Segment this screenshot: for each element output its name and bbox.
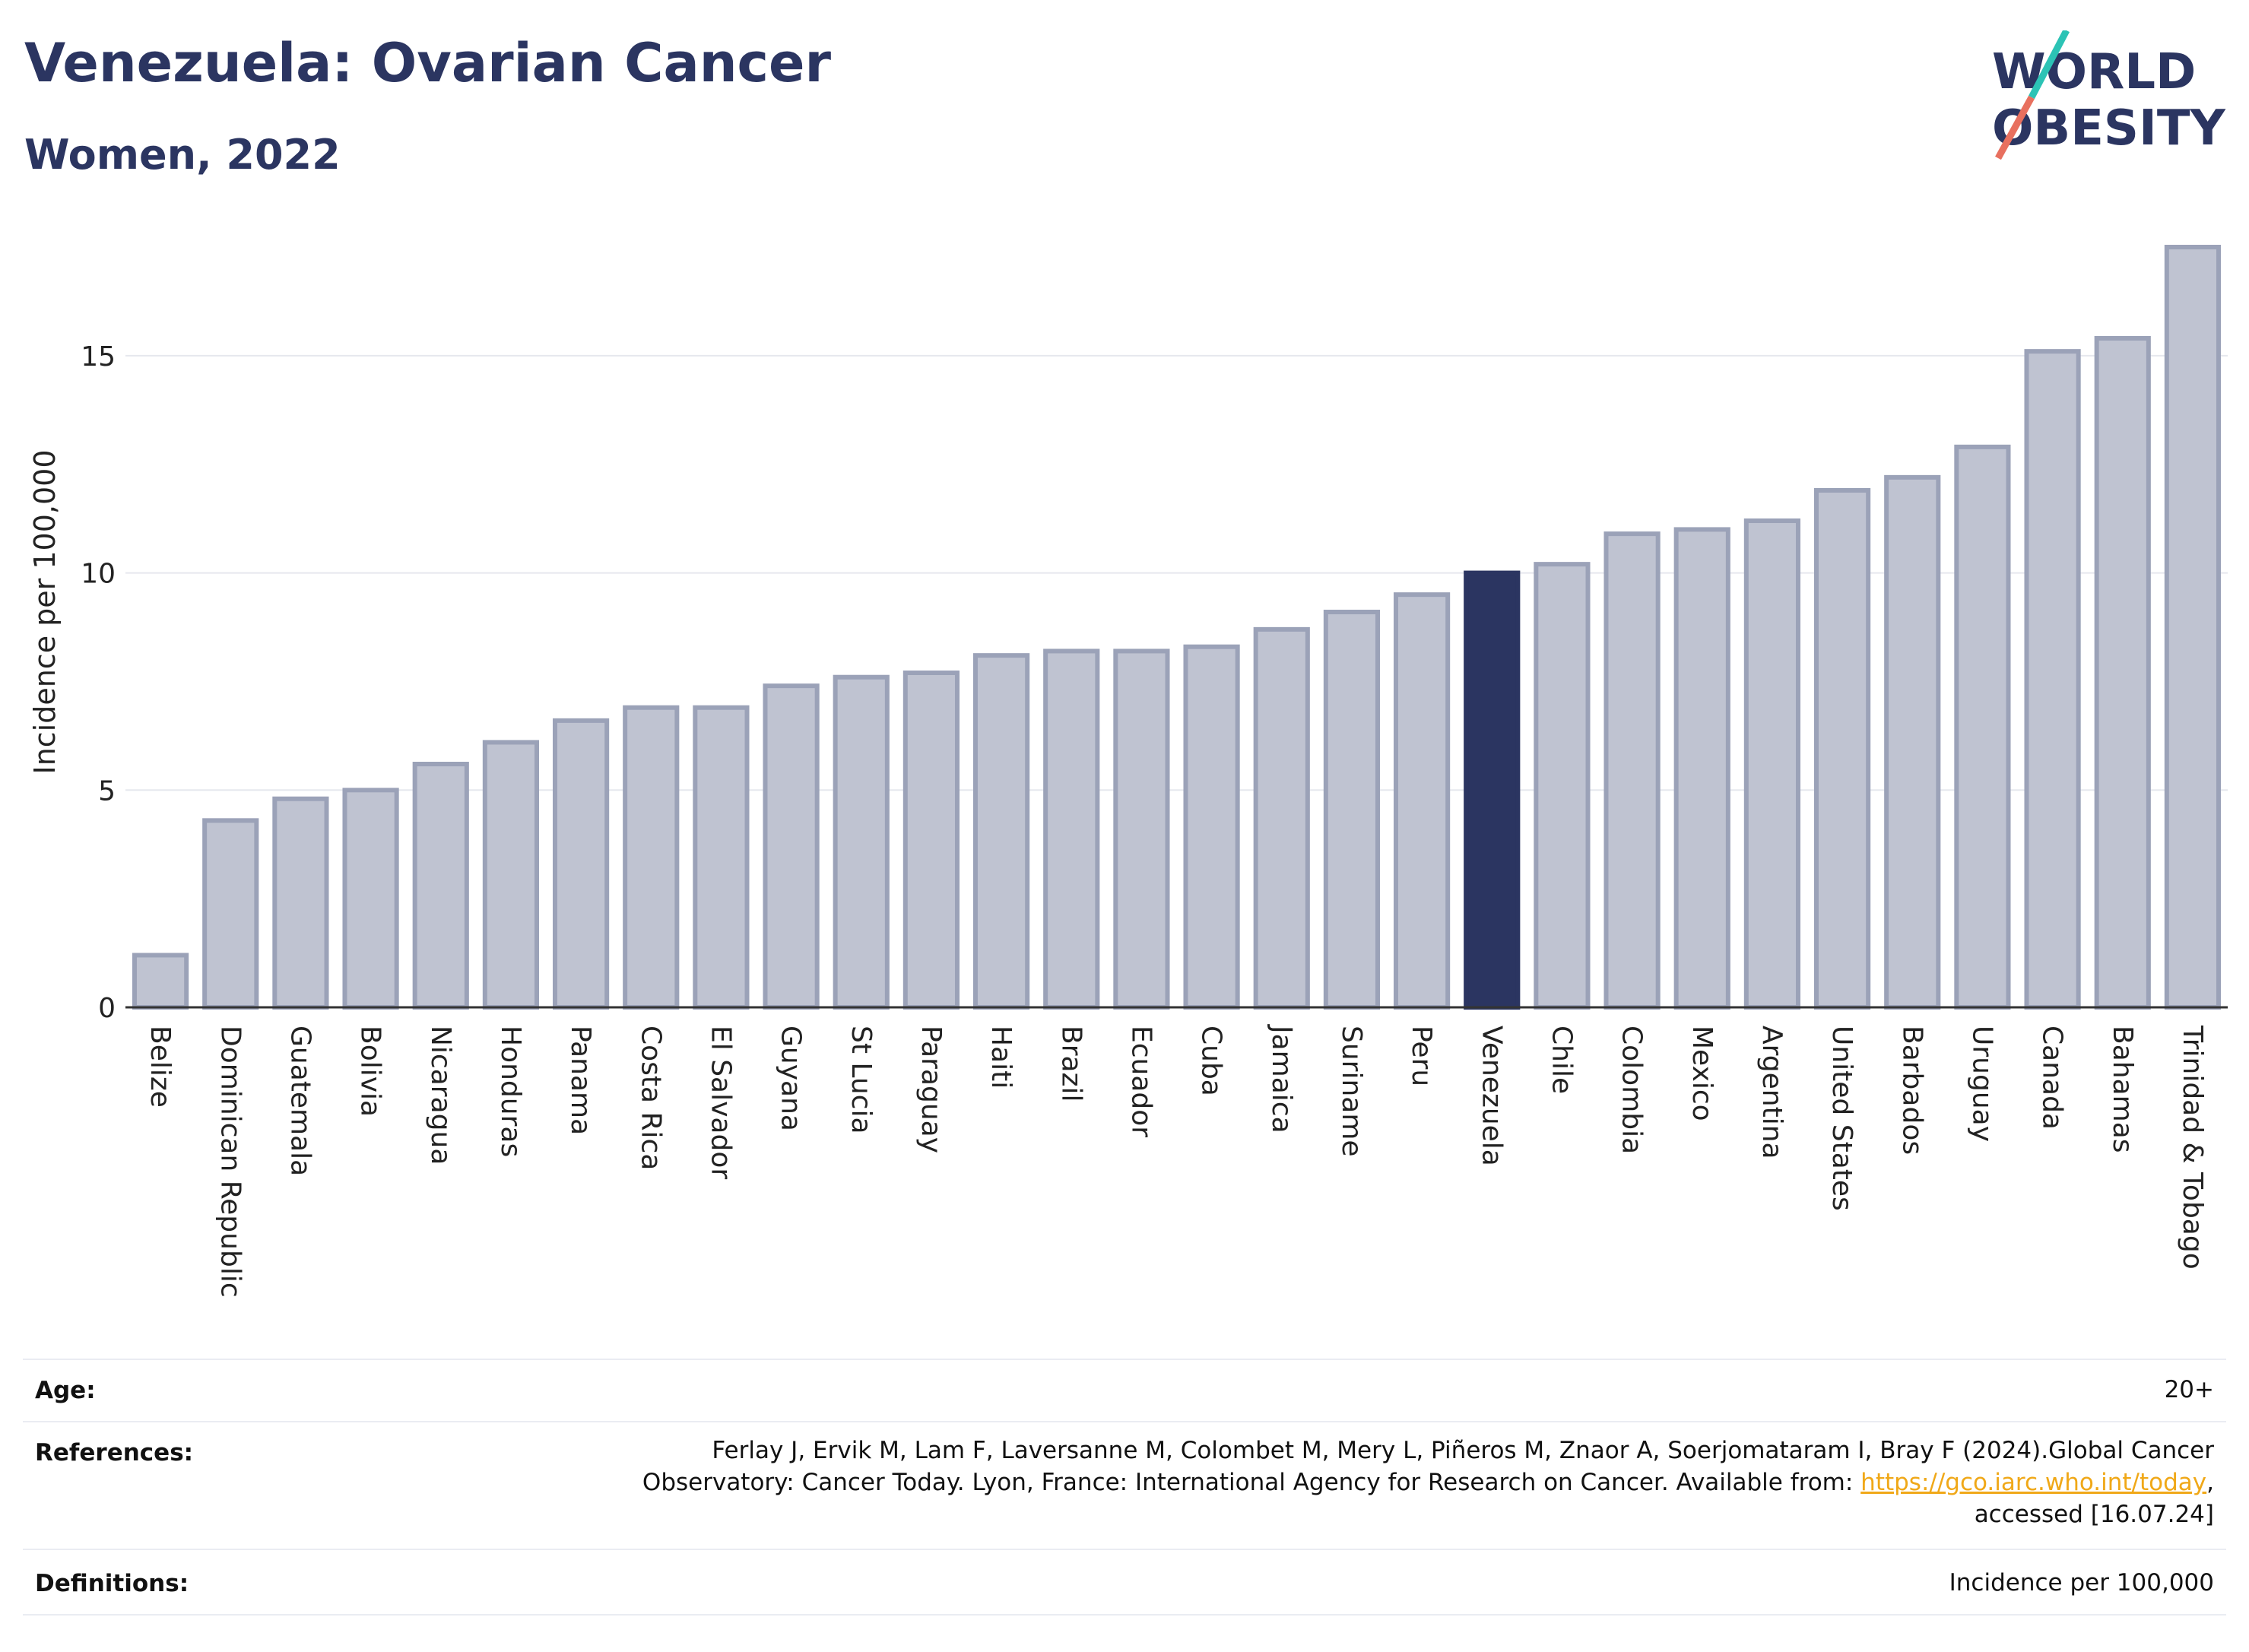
x-tick-label: Argentina	[1756, 1026, 1787, 1159]
x-tick-label: Ecuador	[1125, 1026, 1156, 1137]
bar-panama	[552, 718, 610, 1010]
bar-belize	[132, 953, 189, 1010]
x-tick-label: Costa Rica	[635, 1026, 666, 1170]
references-link[interactable]: https://gco.iarc.who.int/today	[1860, 1469, 2207, 1496]
definitions-label: Definitions:	[35, 1570, 189, 1597]
x-tick-label: Nicaragua	[425, 1026, 456, 1165]
x-tick-label: Canada	[2037, 1026, 2068, 1130]
bar-venezuela	[1464, 570, 1521, 1010]
x-tick-label: Haiti	[985, 1026, 1017, 1089]
definitions-value: Incidence per 100,000	[1949, 1569, 2214, 1597]
x-tick-label: Chile	[1546, 1026, 1577, 1094]
x-tick-label: Cuba	[1196, 1026, 1227, 1096]
logo-slash-coral	[1995, 95, 2035, 160]
bar-ecuador	[1113, 648, 1170, 1010]
y-tick-label: 10	[81, 559, 116, 590]
x-tick-label: Panama	[565, 1026, 596, 1135]
world-obesity-logo: WORLD OBESITY	[1992, 30, 2225, 160]
x-tick-label: Trinidad & Tobago	[2177, 1025, 2208, 1270]
logo-line-2: OBESITY	[1992, 100, 2225, 157]
age-value: 20+	[2164, 1376, 2214, 1403]
x-tick-label: Uruguay	[1966, 1026, 1997, 1142]
references-line-1: Ferlay J, Ervik M, Lam F, Laversanne M, …	[712, 1437, 2214, 1464]
bar-costa-rica	[623, 705, 680, 1010]
bar-argentina	[1743, 518, 1801, 1010]
bar-canada	[2024, 349, 2081, 1010]
bar-nicaragua	[412, 762, 469, 1010]
x-tick-label: Barbados	[1896, 1026, 1927, 1155]
x-tick-label: Bahamas	[2107, 1026, 2138, 1153]
bar-dominican-republic	[202, 818, 259, 1010]
y-tick-label: 0	[98, 993, 116, 1024]
x-tick-label: Bolivia	[355, 1026, 386, 1117]
bar-honduras	[482, 740, 540, 1010]
x-tick-labels: Belize Dominican Republic Guatemala Bolivia…	[144, 1024, 2208, 1298]
bar-bolivia	[342, 788, 399, 1010]
bar-bahamas	[2094, 336, 2151, 1010]
x-tick-label: Colombia	[1616, 1026, 1648, 1154]
bar-peru	[1393, 592, 1451, 1010]
x-tick-label: Brazil	[1055, 1026, 1086, 1102]
x-tick-label: United States	[1826, 1026, 1857, 1211]
bar-colombia	[1603, 531, 1661, 1010]
bar-el-salvador	[693, 705, 750, 1010]
x-tick-label: Mexico	[1686, 1026, 1718, 1121]
y-tick-label: 15	[81, 341, 116, 373]
bar-trinidad-tobago	[2164, 245, 2222, 1010]
page-title: Venezuela: Ovarian Cancer	[24, 32, 832, 94]
references-line-3: accessed [16.07.24]	[1974, 1501, 2214, 1528]
bar-cuba	[1183, 644, 1240, 1010]
bar-jamaica	[1253, 626, 1310, 1010]
y-tick-label: 5	[98, 775, 116, 807]
bar-chile	[1534, 562, 1591, 1010]
references-text-3: ,	[2206, 1469, 2214, 1496]
x-tick-label: Dominican Republic	[214, 1026, 246, 1298]
references-label: References:	[35, 1439, 194, 1467]
x-tick-label: Jamaica	[1266, 1024, 1297, 1134]
logo-line-1: WORLD	[1992, 44, 2196, 100]
bar-barbados	[1884, 474, 1941, 1010]
x-tick-label: Suriname	[1336, 1026, 1367, 1157]
references-text-2: Observatory: Cancer Today. Lyon, France:…	[642, 1469, 1861, 1496]
x-tick-label: Honduras	[495, 1026, 526, 1157]
y-axis-title: Incidence per 100,000	[28, 449, 62, 774]
bar-suriname	[1323, 610, 1381, 1010]
meta-row-definitions: Definitions: Incidence per 100,000	[23, 1549, 2226, 1616]
grid-layer	[125, 354, 2228, 791]
references-value: Ferlay J, Ervik M, Lam F, Laversanne M, …	[642, 1435, 2214, 1530]
logo-slash-teal	[2029, 30, 2070, 100]
bar-mexico	[1673, 527, 1730, 1010]
age-label: Age:	[35, 1377, 96, 1404]
bar-haiti	[972, 653, 1030, 1010]
x-tick-label: St Lucia	[845, 1026, 877, 1134]
y-tick-labels: 0 5 10 15	[81, 341, 116, 1024]
bar-united-states	[1813, 488, 1871, 1010]
bar-brazil	[1043, 648, 1100, 1010]
bar-paraguay	[902, 671, 960, 1010]
page-subtitle: Women, 2022	[24, 131, 341, 179]
bar-guyana	[763, 683, 820, 1010]
x-tick-label: Guatemala	[284, 1026, 316, 1176]
meta-row-age: Age: 20+	[23, 1359, 2226, 1422]
bar-chart: 0 5 10 15 Belize Dominican Republic Guatemala…	[28, 245, 2228, 1298]
bar-st-lucia	[833, 674, 890, 1010]
bar-guatemala	[272, 796, 329, 1010]
bar-layer	[132, 245, 2222, 1010]
references-line-2: Observatory: Cancer Today. Lyon, France:…	[642, 1467, 2214, 1498]
x-tick-label: Paraguay	[915, 1026, 947, 1153]
x-tick-label: Peru	[1406, 1026, 1437, 1086]
x-tick-label: Belize	[144, 1026, 176, 1108]
x-tick-label: El Salvador	[705, 1026, 736, 1179]
bar-uruguay	[1954, 444, 2011, 1010]
meta-row-references: References: Ferlay J, Ervik M, Lam F, La…	[23, 1421, 2226, 1550]
x-tick-label: Venezuela	[1476, 1026, 1507, 1166]
x-tick-label: Guyana	[776, 1026, 807, 1131]
